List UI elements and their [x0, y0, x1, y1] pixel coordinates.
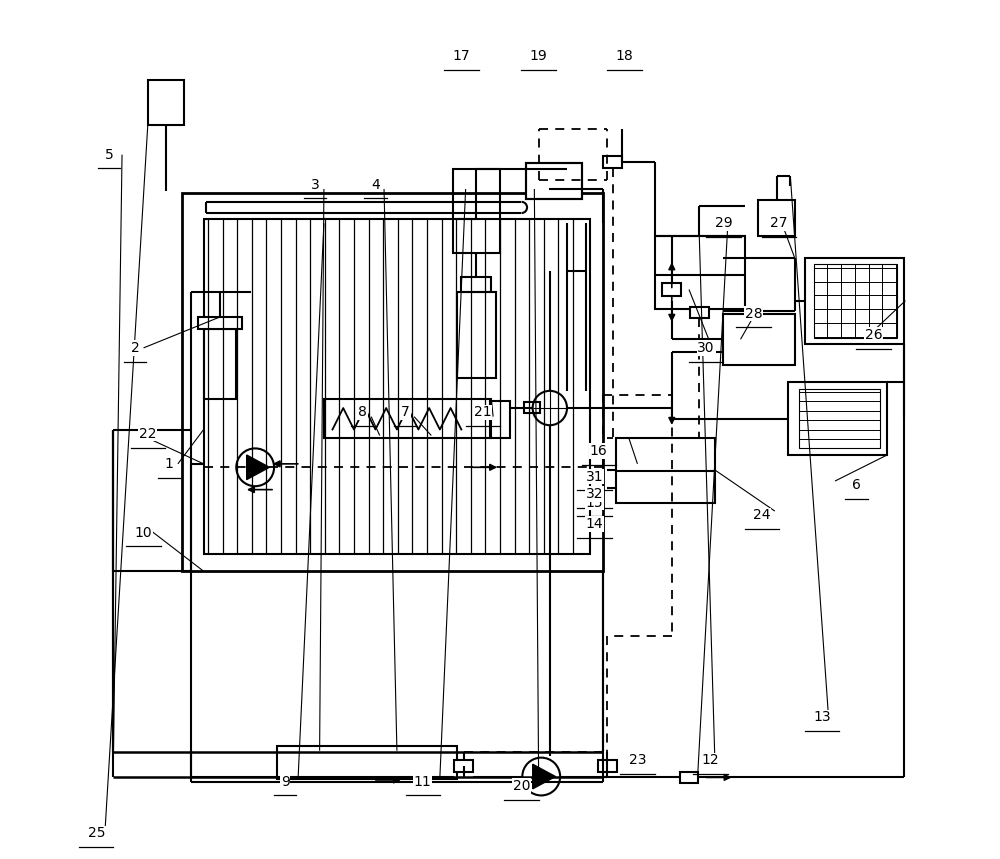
Text: 18: 18	[616, 49, 633, 63]
Text: 22: 22	[139, 427, 157, 441]
Bar	[490, 401, 510, 438]
Bar	[723, 314, 795, 365]
Bar	[526, 163, 582, 199]
Bar	[814, 264, 897, 338]
Text: 20: 20	[513, 779, 530, 793]
Bar	[758, 200, 795, 236]
Text: 2: 2	[131, 341, 139, 355]
Bar	[616, 438, 715, 503]
Bar	[461, 277, 491, 292]
Text: 14: 14	[586, 517, 603, 531]
Text: 16: 16	[590, 444, 608, 458]
Text: 27: 27	[770, 216, 788, 230]
Polygon shape	[247, 455, 269, 479]
Bar	[182, 193, 603, 571]
Bar	[662, 283, 681, 295]
Text: 3: 3	[311, 178, 320, 192]
Bar	[453, 169, 500, 253]
Text: 28: 28	[745, 307, 762, 320]
Text: 12: 12	[702, 753, 719, 767]
Text: 7: 7	[401, 405, 410, 419]
Text: 13: 13	[813, 710, 831, 724]
Bar	[799, 389, 880, 448]
Text: 23: 23	[629, 753, 646, 767]
Text: 11: 11	[414, 775, 432, 789]
Text: 6: 6	[852, 478, 861, 492]
Text: 9: 9	[281, 775, 290, 789]
Text: 1: 1	[165, 457, 174, 471]
Bar	[655, 236, 745, 309]
Bar	[204, 329, 236, 399]
Bar	[454, 760, 473, 772]
Bar	[788, 382, 887, 455]
Bar	[598, 760, 617, 772]
Text: 4: 4	[371, 178, 380, 192]
Text: 31: 31	[586, 470, 603, 484]
Text: 29: 29	[715, 216, 732, 230]
Bar	[457, 292, 496, 378]
Text: 15: 15	[586, 496, 603, 509]
Bar	[524, 402, 540, 413]
Bar	[198, 317, 242, 329]
Bar	[148, 80, 184, 125]
Bar	[324, 399, 491, 438]
Bar	[680, 771, 698, 783]
Polygon shape	[533, 765, 555, 789]
Text: 25: 25	[88, 826, 105, 840]
Text: 19: 19	[530, 49, 548, 63]
Bar	[204, 219, 590, 554]
Text: 10: 10	[135, 526, 152, 539]
Bar	[603, 156, 622, 168]
Text: 30: 30	[697, 341, 715, 355]
Bar	[526, 163, 582, 199]
Text: 8: 8	[358, 405, 367, 419]
Bar	[805, 258, 904, 344]
Text: 32: 32	[586, 487, 603, 501]
Text: 17: 17	[453, 49, 470, 63]
Bar	[277, 746, 457, 779]
Text: 24: 24	[753, 509, 771, 522]
Text: 21: 21	[474, 405, 492, 419]
Text: 26: 26	[865, 328, 882, 342]
Bar	[690, 307, 709, 319]
Text: 5: 5	[105, 148, 114, 161]
